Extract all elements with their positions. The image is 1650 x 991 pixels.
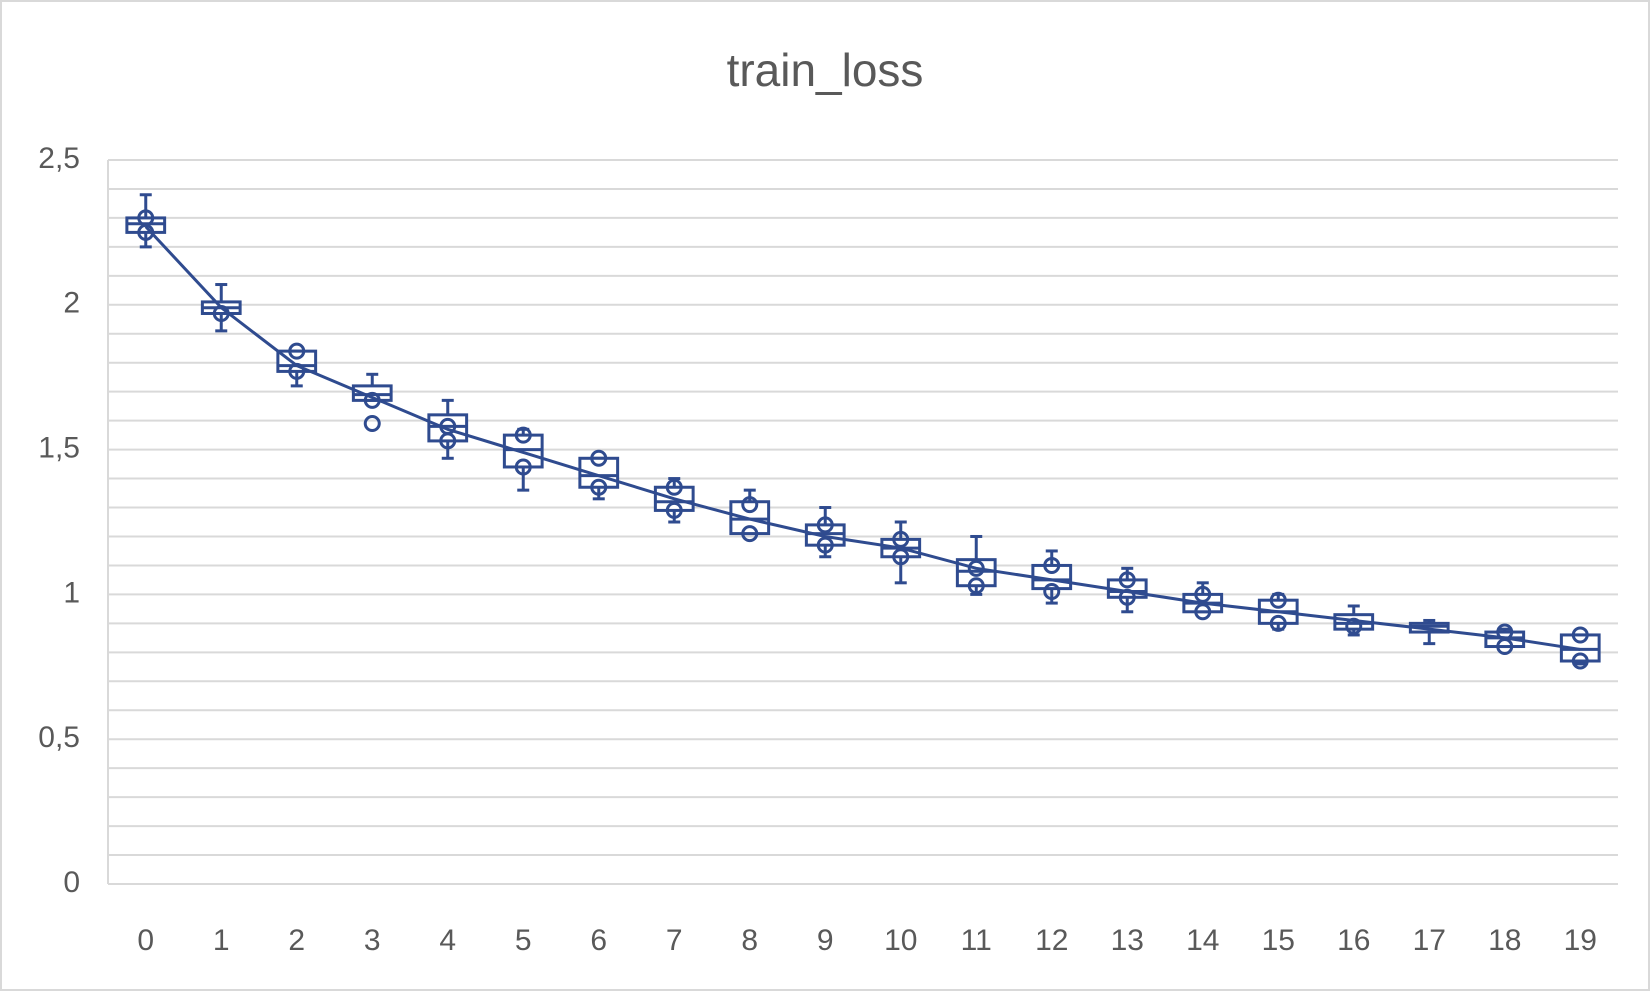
x-tick-label: 8 — [741, 924, 758, 957]
point — [892, 530, 910, 548]
point — [967, 577, 985, 595]
point — [1571, 652, 1589, 670]
point — [1118, 571, 1136, 589]
x-tick-label: 6 — [590, 924, 607, 957]
point — [665, 501, 683, 519]
point — [1571, 626, 1589, 644]
point — [1043, 556, 1061, 574]
point — [741, 496, 759, 514]
point — [1269, 614, 1287, 632]
x-tick-label: 3 — [364, 924, 381, 957]
point — [1194, 585, 1212, 603]
x-tick-label: 9 — [817, 924, 834, 957]
x-tick-label: 14 — [1186, 924, 1219, 957]
point — [363, 415, 381, 433]
y-tick-label: 2 — [63, 287, 80, 320]
point — [892, 548, 910, 566]
x-tick-label: 16 — [1337, 924, 1370, 957]
x-tick-label: 13 — [1111, 924, 1144, 957]
point — [665, 478, 683, 496]
chart-title: train_loss — [727, 44, 924, 96]
x-tick-label: 17 — [1413, 924, 1446, 957]
x-tick-label: 1 — [213, 924, 230, 957]
point — [1496, 638, 1514, 656]
x-tick-label: 11 — [961, 924, 992, 957]
point — [816, 516, 834, 534]
point — [590, 478, 608, 496]
point — [288, 342, 306, 360]
point — [439, 432, 457, 450]
x-tick-label: 4 — [439, 924, 456, 957]
y-tick-label: 1 — [63, 576, 80, 609]
box — [578, 456, 620, 489]
x-tick-label: 10 — [884, 924, 917, 957]
point — [1043, 583, 1061, 601]
y-tick-label: 0,5 — [38, 721, 80, 754]
x-tick-label: 18 — [1488, 924, 1521, 957]
y-tick-label: 2,5 — [38, 142, 80, 175]
point — [514, 458, 532, 476]
point — [816, 536, 834, 554]
point — [514, 426, 532, 444]
x-tick-label: 5 — [515, 924, 532, 957]
x-tick-label: 12 — [1035, 924, 1068, 957]
x-tick-label: 15 — [1262, 924, 1295, 957]
mean-line — [144, 225, 1581, 651]
y-tick-label: 1,5 — [38, 432, 80, 465]
x-tick-label: 0 — [137, 924, 154, 957]
point — [1269, 591, 1287, 609]
point — [590, 449, 608, 467]
point — [741, 525, 759, 543]
point — [1194, 603, 1212, 621]
y-tick-label: 0 — [63, 866, 80, 899]
x-tick-label: 19 — [1564, 924, 1597, 957]
x-tick-label: 2 — [288, 924, 305, 957]
x-tick-label: 7 — [666, 924, 683, 957]
